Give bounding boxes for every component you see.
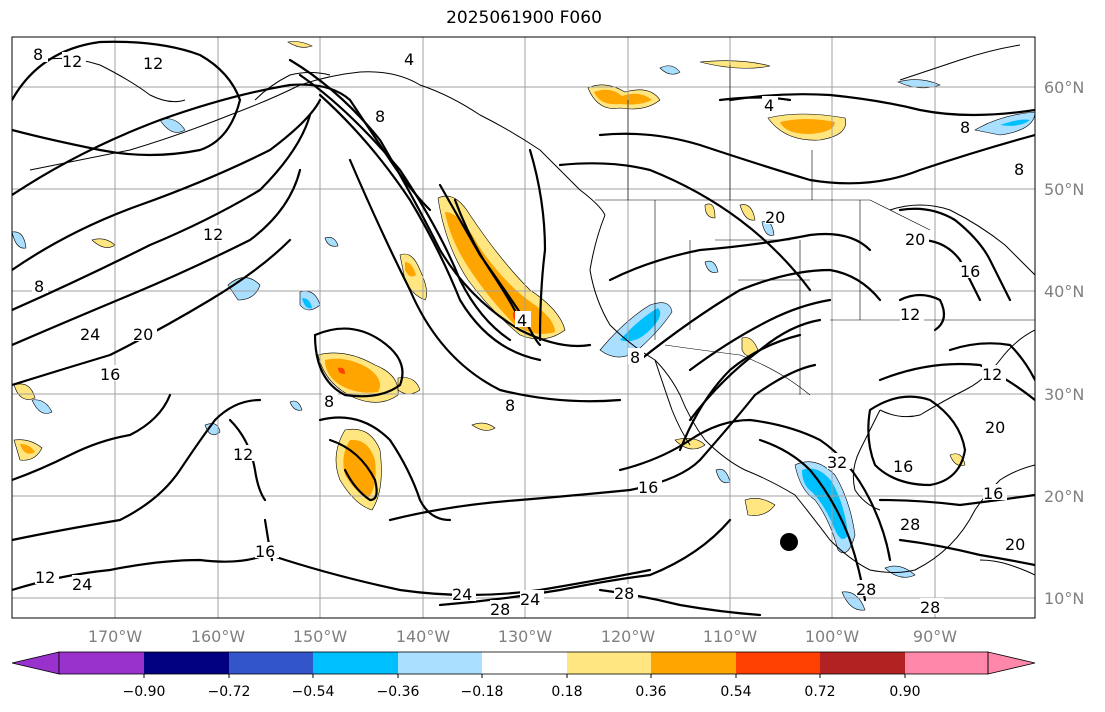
- colorbar: −0.90 −0.72 −0.54 −0.36 −0.18 0.18 0.36 …: [11, 651, 1036, 700]
- contour-label: 4: [764, 96, 774, 115]
- colorbar-segment: [736, 652, 820, 674]
- political-borders: [595, 65, 1035, 396]
- lat-label: 40°N: [1044, 282, 1084, 301]
- lon-label: 120°W: [601, 627, 656, 646]
- colorbar-over-arrow: [987, 651, 1036, 675]
- contour-label: 24: [520, 590, 540, 609]
- contour-label: 20: [1005, 535, 1025, 554]
- colorbar-under-arrow: [11, 651, 60, 675]
- contour-label: 16: [893, 457, 913, 476]
- contour-label: 12: [35, 568, 55, 587]
- colorbar-tick-label: 0.72: [804, 684, 835, 700]
- contour-label: 16: [638, 478, 658, 497]
- lon-label: 170°W: [88, 627, 143, 646]
- contour-label: 8: [324, 392, 334, 411]
- colorbar-ticks: [143, 674, 906, 678]
- contour-label: 28: [900, 515, 920, 534]
- colorbar-segment: [567, 652, 651, 674]
- contour-label: 24: [72, 575, 92, 594]
- colorbar-segment: [820, 652, 905, 674]
- colorbar-tick-label: 0.90: [889, 684, 920, 700]
- contour-label: 12: [900, 305, 920, 324]
- location-marker: [780, 533, 798, 551]
- contour-label: 12: [233, 445, 253, 464]
- colorbar-tick-label: −0.18: [461, 684, 504, 700]
- contour-label: 8: [33, 45, 43, 64]
- contour-label: 20: [985, 418, 1005, 437]
- lon-label: 100°W: [805, 627, 860, 646]
- contour-label: 8: [375, 107, 385, 126]
- contour-label: 8: [505, 396, 515, 415]
- lat-label: 20°N: [1044, 487, 1084, 506]
- colorbar-tick-label: −0.54: [292, 684, 335, 700]
- contour-label: 8: [630, 348, 640, 367]
- contour-label: 4: [404, 50, 414, 69]
- contours: [12, 40, 1035, 617]
- lat-label: 30°N: [1044, 385, 1084, 404]
- lon-label: 90°W: [913, 627, 957, 646]
- colorbar-segment: [398, 652, 482, 674]
- lon-label: 160°W: [191, 627, 246, 646]
- colorbar-tick-label: 0.36: [635, 684, 666, 700]
- contour-label: 12: [203, 225, 223, 244]
- contour-label: 12: [143, 54, 163, 73]
- contour-label: 32: [827, 453, 847, 472]
- colorbar-segment: [482, 652, 567, 674]
- contour-label: 8: [960, 118, 970, 137]
- colorbar-segment: [313, 652, 398, 674]
- lon-label: 150°W: [293, 627, 348, 646]
- contour-label: 20: [905, 230, 925, 249]
- contour-label: 28: [490, 600, 510, 619]
- colorbar-tick-label: −0.72: [208, 684, 251, 700]
- map-title: 2025061900 F060: [446, 8, 602, 28]
- map-frame: [11, 36, 1036, 619]
- lat-label: 60°N: [1044, 78, 1084, 97]
- contour-labels: 8 12 12 12 8 24 20 16 8 12 16 12 24 8 4 …: [30, 45, 1029, 619]
- longitude-axis: 170°W 160°W 150°W 140°W 130°W 120°W 110°…: [88, 627, 957, 646]
- contour-label: 16: [255, 542, 275, 561]
- contour-label: 28: [920, 598, 940, 617]
- colorbar-segment: [144, 652, 229, 674]
- colorbar-tick-label: 0.54: [720, 684, 751, 700]
- lat-label: 50°N: [1044, 180, 1084, 199]
- positive-shading: [13, 41, 966, 516]
- contour-label: 28: [856, 580, 876, 599]
- contour-label: 16: [960, 262, 980, 281]
- colorbar-segment: [59, 652, 144, 674]
- contour-label: 12: [62, 52, 82, 71]
- contour-label: 16: [100, 365, 120, 384]
- contour-label: 20: [133, 325, 153, 344]
- contour-label: 8: [34, 277, 44, 296]
- contour-label: 20: [765, 208, 785, 227]
- contour-label: 24: [80, 325, 100, 344]
- contour-label: 12: [982, 365, 1002, 384]
- lon-label: 110°W: [703, 627, 758, 646]
- contour-label: 4: [517, 311, 527, 330]
- colorbar-tick-label: 0.18: [551, 684, 582, 700]
- contour-label: 16: [983, 484, 1003, 503]
- contour-label: 8: [1014, 160, 1024, 179]
- colorbar-segment: [905, 652, 988, 674]
- lat-label: 10°N: [1044, 589, 1084, 608]
- colorbar-segment: [229, 652, 313, 674]
- colorbar-segment: [651, 652, 736, 674]
- colorbar-tick-label: −0.90: [123, 684, 166, 700]
- contour-label: 28: [614, 584, 634, 603]
- colorbar-tick-label: −0.36: [377, 684, 420, 700]
- lon-label: 130°W: [498, 627, 553, 646]
- lon-label: 140°W: [396, 627, 451, 646]
- contour-label: 24: [452, 585, 472, 604]
- latitude-axis: 60°N 50°N 40°N 30°N 20°N 10°N: [1044, 78, 1084, 608]
- gridlines: [12, 37, 1035, 618]
